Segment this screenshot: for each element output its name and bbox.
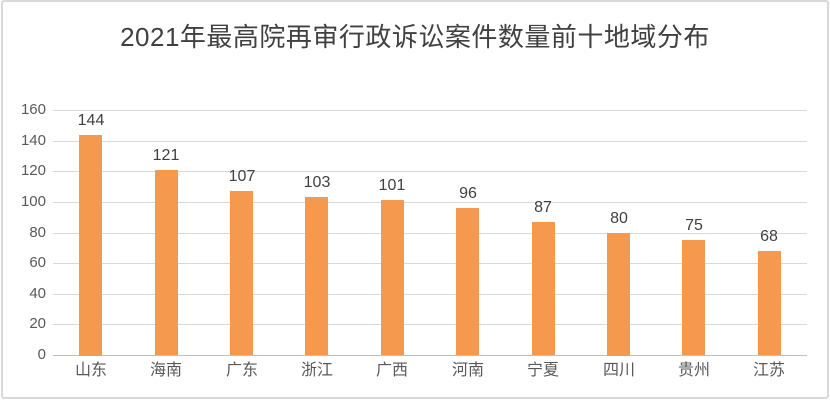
bar-value-label: 96 bbox=[459, 185, 477, 202]
y-tick-label: 60 bbox=[29, 254, 46, 271]
x-category-label: 贵州 bbox=[677, 362, 710, 379]
y-tick-label: 120 bbox=[20, 162, 46, 179]
gridline bbox=[53, 171, 807, 172]
gridline bbox=[53, 141, 807, 142]
x-category-label: 河南 bbox=[451, 362, 484, 379]
y-tick-label: 40 bbox=[29, 285, 46, 302]
bar bbox=[682, 240, 705, 355]
y-tick-label: 0 bbox=[37, 346, 46, 363]
y-tick-label: 20 bbox=[29, 315, 46, 332]
y-tick-label: 100 bbox=[20, 193, 46, 210]
chart-title: 2021年最高院再审行政诉讼案件数量前十地域分布 bbox=[120, 22, 710, 52]
bar bbox=[381, 200, 404, 355]
bar bbox=[532, 222, 555, 355]
y-tick-label: 140 bbox=[20, 132, 46, 149]
bar-value-label: 103 bbox=[303, 174, 331, 191]
gridline bbox=[53, 110, 807, 111]
x-category-label: 浙江 bbox=[300, 362, 333, 379]
gridline bbox=[53, 263, 807, 264]
bar-value-label: 121 bbox=[152, 147, 180, 164]
x-category-label: 海南 bbox=[149, 362, 182, 379]
x-category-label: 广东 bbox=[225, 362, 258, 379]
y-tick-label: 80 bbox=[29, 224, 46, 241]
bar bbox=[456, 208, 479, 355]
bar-value-label: 75 bbox=[685, 217, 703, 234]
gridline bbox=[53, 233, 807, 234]
y-tick-label: 160 bbox=[20, 101, 46, 118]
gridline bbox=[53, 202, 807, 203]
gridline bbox=[53, 294, 807, 295]
x-axis-line bbox=[53, 355, 807, 356]
bar-value-label: 144 bbox=[77, 112, 105, 129]
bar-value-label: 87 bbox=[534, 199, 552, 216]
bar bbox=[155, 170, 178, 355]
bar bbox=[230, 191, 253, 355]
x-category-label: 山东 bbox=[74, 362, 107, 379]
bar bbox=[607, 233, 630, 356]
gridline bbox=[53, 324, 807, 325]
bar bbox=[79, 135, 102, 356]
bar-value-label: 107 bbox=[228, 168, 256, 185]
bar-value-label: 80 bbox=[610, 210, 628, 227]
x-category-label: 江苏 bbox=[752, 362, 785, 379]
x-category-label: 宁夏 bbox=[526, 362, 559, 379]
x-category-label: 广西 bbox=[375, 362, 408, 379]
bar bbox=[305, 197, 328, 355]
bar-value-label: 101 bbox=[378, 177, 406, 194]
bar bbox=[758, 251, 781, 355]
x-category-label: 四川 bbox=[602, 362, 635, 379]
bar-value-label: 68 bbox=[760, 228, 778, 245]
